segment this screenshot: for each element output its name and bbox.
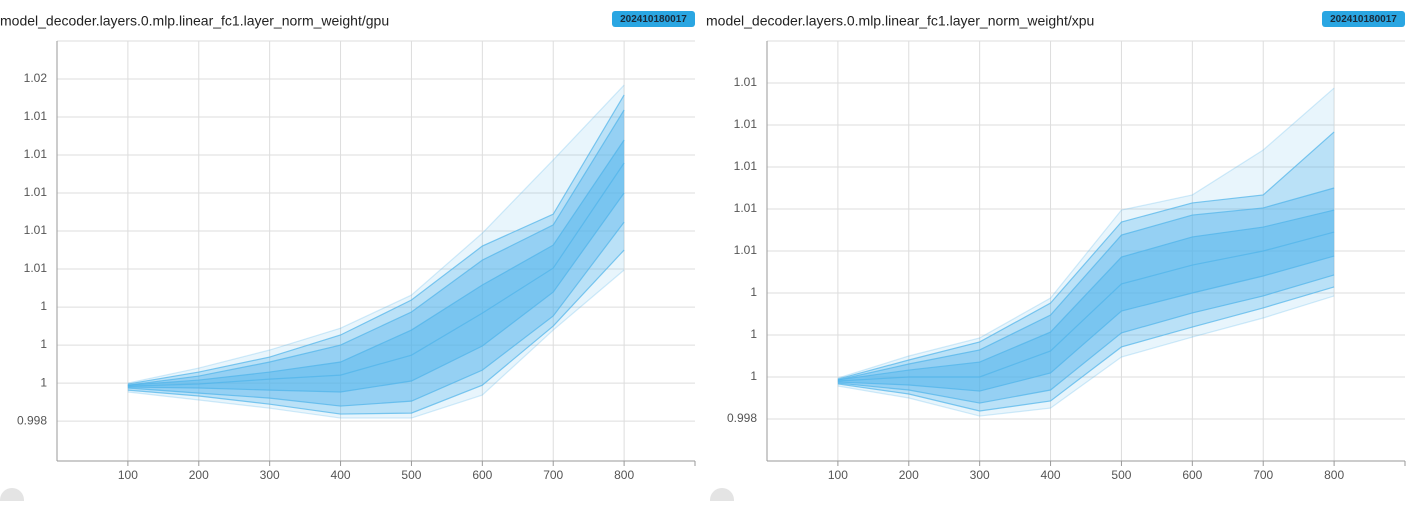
percentile-line	[127, 192, 625, 393]
y-tick-label: 1.01	[24, 223, 48, 237]
percentile-line	[127, 221, 625, 407]
percentile-line	[837, 274, 1335, 404]
y-tick-label: 1.01	[734, 201, 758, 215]
percentile-line	[837, 295, 1335, 417]
x-tick-label: 100	[118, 468, 138, 482]
expand-button[interactable]	[710, 488, 734, 506]
y-tick-label: 1.01	[24, 261, 48, 275]
percentile-line	[127, 94, 625, 385]
percentile-line	[837, 87, 1335, 379]
percentile-line	[837, 187, 1335, 381]
y-tick-label: 1.01	[24, 185, 48, 199]
x-tick-label: 500	[1111, 468, 1131, 482]
distribution-band	[837, 188, 1335, 404]
y-tick-label: 1.01	[734, 75, 758, 89]
x-tick-label: 600	[472, 468, 492, 482]
y-tick-label: 1	[40, 375, 47, 389]
y-tick-label: 1	[750, 369, 757, 383]
badge-bg	[612, 11, 695, 27]
x-tick-label: 500	[401, 468, 421, 482]
percentile-line	[127, 84, 625, 384]
chart-title: model_decoder.layers.0.mlp.linear_fc1.la…	[0, 13, 389, 29]
x-tick-label: 300	[260, 468, 280, 482]
x-tick-label: 600	[1182, 468, 1202, 482]
run-badge: 202410180017	[1330, 14, 1397, 25]
percentile-line	[127, 269, 625, 419]
percentile-line	[837, 131, 1335, 380]
percentile-line	[127, 249, 625, 415]
y-tick-label: 1.01	[734, 159, 758, 173]
y-tick-label: 0.998	[17, 413, 47, 427]
percentile-line	[127, 109, 625, 386]
y-tick-label: 1	[40, 337, 47, 351]
x-tick-label: 400	[331, 468, 351, 482]
x-tick-label: 800	[614, 468, 634, 482]
percentile-line	[837, 286, 1335, 412]
y-tick-label: 0.998	[727, 411, 757, 425]
percentile-line	[127, 139, 625, 386]
y-tick-label: 1.01	[24, 109, 48, 123]
percentile-line	[127, 162, 625, 387]
distribution-band	[837, 131, 1335, 412]
distribution-band	[837, 88, 1335, 417]
x-tick-label: 800	[1324, 468, 1344, 482]
x-tick-label: 200	[899, 468, 919, 482]
percentile-line	[837, 231, 1335, 382]
percentile-line	[837, 209, 1335, 381]
badge-bg	[1322, 11, 1405, 27]
y-tick-label: 1	[750, 327, 757, 341]
x-tick-label: 400	[1041, 468, 1061, 482]
x-tick-label: 300	[970, 468, 990, 482]
y-tick-label: 1.02	[24, 71, 48, 85]
y-tick-label: 1.01	[24, 147, 48, 161]
distribution-band	[127, 140, 625, 393]
run-badge: 202410180017	[620, 14, 687, 25]
x-tick-label: 200	[189, 468, 209, 482]
y-tick-label: 1.01	[734, 117, 758, 131]
y-tick-label: 1.01	[734, 243, 758, 257]
distribution-band	[127, 85, 625, 419]
percentile-line	[837, 255, 1335, 392]
y-tick-label: 1	[40, 299, 47, 313]
x-tick-label: 700	[543, 468, 563, 482]
expand-button[interactable]	[0, 488, 24, 506]
distribution-band	[837, 210, 1335, 392]
chart-title: model_decoder.layers.0.mlp.linear_fc1.la…	[706, 13, 1094, 29]
x-tick-label: 100	[828, 468, 848, 482]
y-tick-label: 1	[750, 285, 757, 299]
distribution-band	[127, 94, 625, 415]
x-tick-label: 700	[1253, 468, 1273, 482]
